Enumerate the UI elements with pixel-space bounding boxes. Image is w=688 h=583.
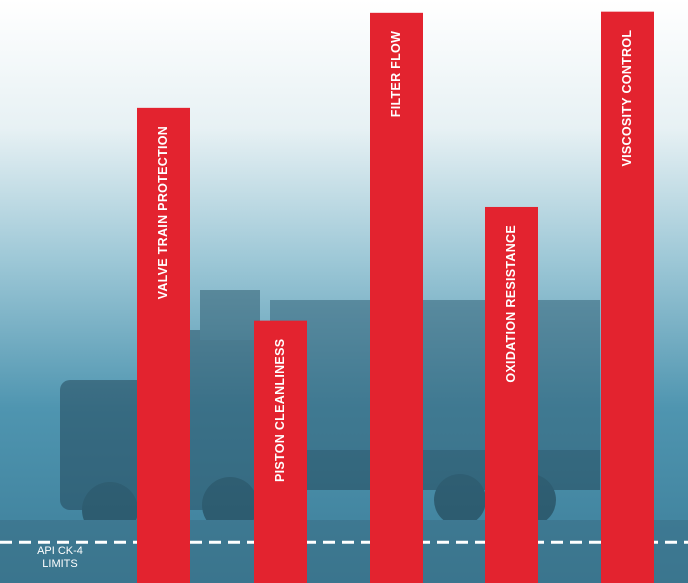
bar [370, 12, 423, 583]
bar [254, 320, 307, 583]
bar [485, 206, 538, 583]
bar-label: PISTON CLEANLINESS [273, 339, 287, 482]
limit-label: API CK-4 [37, 545, 83, 557]
bar-label: FILTER FLOW [389, 31, 403, 117]
bar [137, 107, 190, 583]
bar-label: VALVE TRAIN PROTECTION [156, 126, 170, 300]
bar-label: VISCOSITY CONTROL [620, 30, 634, 167]
bar-label: OXIDATION RESISTANCE [504, 225, 518, 383]
bars: VALVE TRAIN PROTECTION PISTON CLEANLINESS… [137, 11, 654, 583]
limit-label: LIMITS [42, 558, 77, 570]
bar [601, 11, 654, 583]
